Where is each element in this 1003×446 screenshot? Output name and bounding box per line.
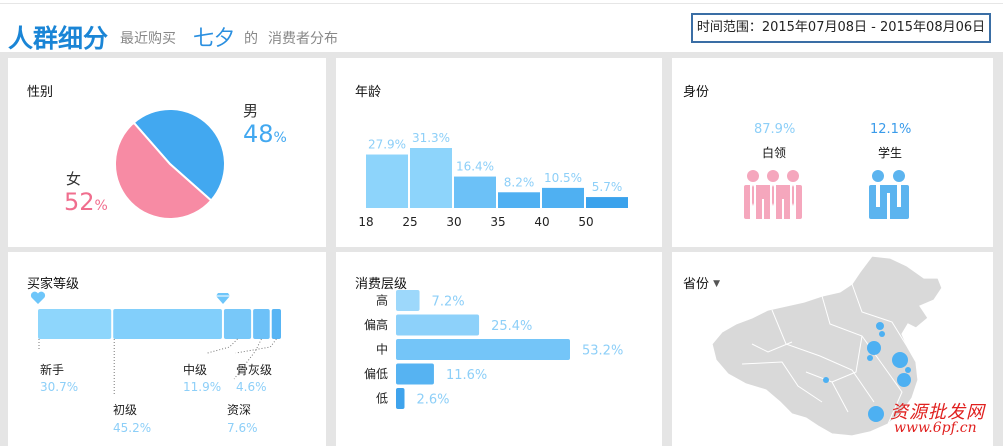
- watermark-text: 资源批发网: [890, 402, 985, 423]
- buyer-level-label: 中级: [183, 362, 207, 377]
- age-tick: 35: [490, 215, 505, 229]
- header-tail: 消费者分布: [268, 31, 338, 47]
- buyer-level-segment: [253, 309, 270, 339]
- header-subtitle: 最近购买: [120, 31, 176, 47]
- buyer-level-label: 骨灰级: [236, 363, 272, 377]
- page-title: 人群细分: [8, 24, 109, 53]
- consumption-category: 偏低: [364, 366, 388, 381]
- female-value: 52: [64, 188, 95, 216]
- diamond-icon: [216, 293, 230, 304]
- consumption-value: 7.2%: [432, 295, 465, 310]
- buyer-level-segment: [271, 309, 281, 339]
- caret-down-icon: ▼: [713, 279, 721, 289]
- pie-slice-female: [114, 121, 213, 220]
- age-title: 年龄: [355, 85, 382, 100]
- buyer-level-segment: [38, 309, 112, 339]
- white-collar-label: 白领: [762, 146, 787, 160]
- identity-panel: 身份 87.9% 白领 12.1% 学生: [672, 58, 993, 247]
- watermark-url: www.6pf.cn: [894, 420, 977, 436]
- student-icon: [869, 170, 909, 219]
- buyer-level-value: 11.9%: [183, 380, 221, 394]
- buyer-level-segment: [113, 309, 222, 339]
- buyer-level-value: 30.7%: [40, 380, 78, 394]
- level-connector: [207, 338, 238, 354]
- consumption-value: 2.6%: [417, 393, 450, 408]
- age-bar: [586, 197, 628, 208]
- consumption-bar: [396, 363, 434, 385]
- time-range-box[interactable]: 时间范围：2015年07月08日 - 2015年08月06日: [691, 13, 991, 43]
- age-panel: 年龄 27.9% 31.3% 16.4% 8.2% 10.5% 5.7% 18 25 30 35 4…: [336, 58, 662, 247]
- buyer-level-title: 买家等级: [27, 277, 80, 292]
- age-tick: 18: [358, 215, 373, 229]
- age-bar-label: 10.5%: [544, 171, 582, 185]
- age-bar-label: 5.7%: [592, 180, 623, 194]
- buyer-level-chart: 新手 30.7% 初级 45.2% 中级 11.9% 资深 7.6% 骨灰级 4.6%: [38, 309, 281, 435]
- male-value: 48: [243, 120, 274, 148]
- consumption-value: 11.6%: [446, 368, 487, 383]
- consumption-category: 高: [376, 293, 388, 308]
- age-bar-label: 8.2%: [504, 175, 535, 189]
- female-value-group: 52%: [64, 188, 108, 216]
- consumption-title: 消费层级: [355, 277, 408, 292]
- male-label: 男: [243, 102, 259, 120]
- province-panel: 省份 ▼: [672, 252, 993, 446]
- buyer-level-label: 资深: [227, 403, 251, 417]
- gender-title: 性别: [27, 85, 54, 100]
- buyer-level-panel: 买家等级 新手 30.7% 初级 45.2% 中级 11.9% 资深 7.6% 骨灰级 4.6%: [8, 252, 326, 446]
- consumption-bar: [396, 388, 405, 409]
- age-bar: [542, 187, 584, 208]
- consumption-value: 53.2%: [582, 344, 623, 359]
- female-label: 女: [66, 170, 82, 188]
- age-bar: [454, 176, 496, 208]
- consumption-bar: [396, 314, 480, 336]
- buyer-level-label: 初级: [113, 403, 137, 417]
- header-connector: 的: [244, 31, 258, 47]
- dashboard-grid: 性别 男 48% 女 52% 年龄 27.9% 31.3% 16.4% 8.2% 10.…: [0, 52, 1003, 446]
- age-bar-label: 27.9%: [368, 138, 406, 152]
- age-bar-label: 31.3%: [412, 131, 450, 145]
- province-title: 省份: [683, 277, 710, 292]
- province-dropdown[interactable]: 省份 ▼: [683, 273, 720, 292]
- female-pct: %: [94, 198, 108, 214]
- level-connector: [233, 338, 262, 380]
- age-bar-label: 16.4%: [456, 160, 494, 174]
- age-chart: 27.9% 31.3% 16.4% 8.2% 10.5% 5.7% 18 25 30 35 40 50: [358, 131, 628, 229]
- age-tick: 30: [446, 215, 461, 229]
- level-connector: [235, 338, 277, 354]
- male-pct: %: [273, 130, 287, 146]
- student-value: 12.1%: [870, 122, 912, 137]
- china-map: [711, 255, 943, 437]
- buyer-level-segment: [223, 309, 252, 339]
- age-tick: 50: [578, 215, 593, 229]
- age-tick: 25: [402, 215, 417, 229]
- age-tick: 40: [534, 215, 549, 229]
- buyer-level-value: 45.2%: [113, 421, 151, 435]
- heart-icon: [30, 291, 46, 304]
- buyer-level-value: 7.6%: [227, 421, 258, 435]
- consumption-value: 25.4%: [491, 319, 532, 334]
- student-label: 学生: [878, 146, 903, 160]
- white-collar-icon: [744, 170, 802, 219]
- gender-pie: [114, 108, 226, 220]
- buyer-level-value: 4.6%: [236, 380, 267, 394]
- gender-panel: 性别 男 48% 女 52%: [8, 58, 326, 247]
- identity-title: 身份: [683, 85, 710, 100]
- consumption-bar: [396, 339, 570, 360]
- buyer-level-label: 新手: [40, 362, 64, 377]
- age-bar: [498, 192, 540, 208]
- consumption-category: 中: [376, 342, 388, 357]
- top-divider: [0, 3, 1003, 4]
- age-bar: [410, 148, 452, 208]
- white-collar-value: 87.9%: [754, 122, 796, 137]
- consumption-chart: 高 7.2% 偏高 25.4% 中 53.2% 偏低 11.6% 低 2.6%: [364, 290, 623, 409]
- male-value-group: 48%: [243, 120, 287, 148]
- consumption-panel: 消费层级 高 7.2% 偏高 25.4% 中 53.2% 偏低 11.6% 低 2.6%: [336, 252, 662, 446]
- consumption-category: 偏高: [364, 317, 388, 332]
- consumption-category: 低: [376, 392, 388, 406]
- pie-slice-male: [132, 108, 226, 202]
- header-product[interactable]: 七夕: [193, 26, 235, 50]
- age-bar: [366, 154, 408, 208]
- consumption-bar: [396, 290, 420, 311]
